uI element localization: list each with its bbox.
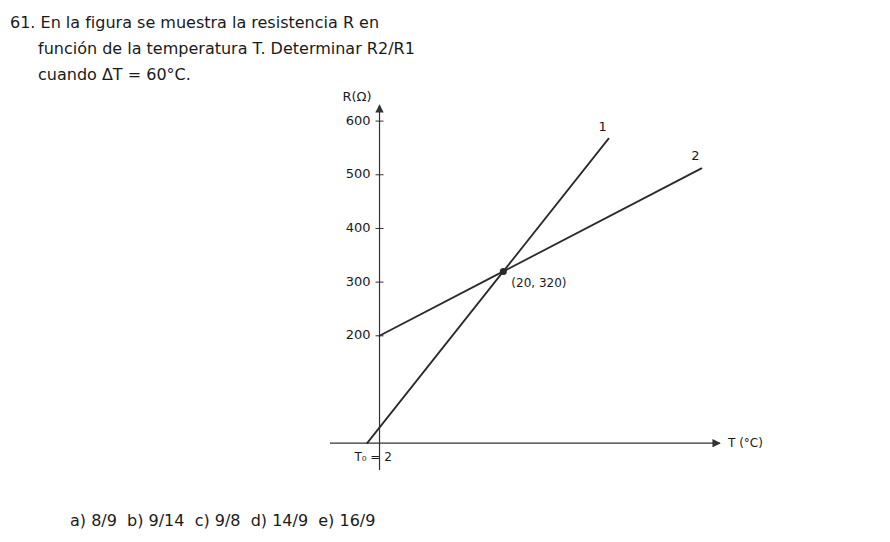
y-tick	[376, 282, 384, 283]
y-tick-label: 500	[346, 166, 371, 181]
y-axis	[379, 105, 380, 470]
labels: 1 2 (20, 320)	[511, 119, 699, 291]
x-axis-label: T (°C)	[727, 436, 763, 450]
point-label: (20, 320)	[511, 276, 566, 290]
y-tick-label: 300	[346, 274, 371, 289]
title: función de la temperatura T. Determinar …	[38, 39, 415, 58]
y-tick-label: 400	[346, 220, 371, 235]
annotation: T₀ = 2	[353, 450, 391, 464]
chart: 61. En la figura se muestra la resistenc…	[0, 0, 890, 542]
y-tick-label: 200	[346, 327, 371, 342]
series-label: 1	[598, 119, 606, 134]
intersection-point	[500, 268, 507, 275]
y-axis-label: R(Ω)	[342, 89, 371, 104]
series-label: 2	[691, 148, 699, 163]
y-tick	[376, 121, 384, 122]
series-line	[380, 168, 702, 335]
title: cuando ΔT = 60°C.	[38, 65, 191, 84]
series-line	[367, 139, 608, 443]
y-tick	[376, 228, 384, 229]
answers: a) 8/9 b) 9/14 c) 9/8 d) 14/9 e) 16/9	[70, 511, 375, 530]
y-tick-label: 600	[346, 113, 371, 128]
title: 61. En la figura se muestra la resistenc…	[10, 13, 379, 32]
x-axis	[330, 443, 720, 444]
plot-area	[367, 139, 701, 443]
y-tick	[376, 174, 384, 175]
